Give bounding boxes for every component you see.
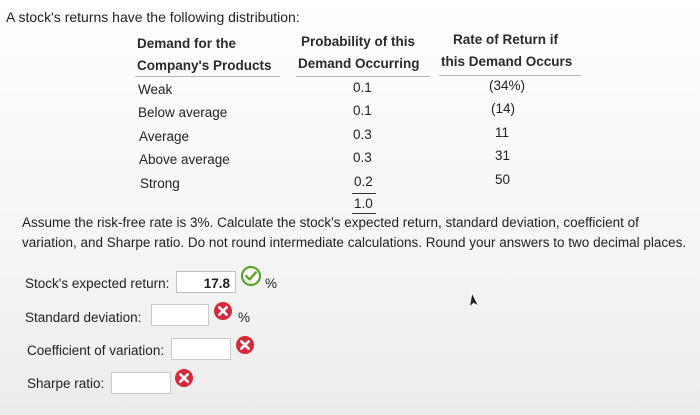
cov-input[interactable] (171, 338, 231, 360)
header-divider-probability (296, 76, 430, 77)
row-strong-demand: Strong (140, 176, 180, 191)
row-below-average-demand: Below average (138, 105, 228, 120)
row-above-average-return: 31 (495, 148, 511, 163)
expected-return-unit: % (265, 276, 278, 291)
header-return-line1: Rate of Return if (453, 32, 559, 47)
row-average-probability: 0.3 (353, 127, 372, 142)
row-strong-return: 50 (495, 172, 511, 187)
header-demand-line1: Demand for the (137, 36, 237, 51)
x-circle-icon (214, 302, 232, 320)
problem-intro: A stock's returns have the following dis… (6, 9, 300, 25)
probability-total-underline (352, 213, 376, 214)
x-circle-icon (175, 369, 193, 387)
row-above-average-probability: 0.3 (353, 150, 372, 165)
header-demand-line2: Company's Products (137, 58, 272, 73)
instructions: Assume the risk-free rate is 3%. Calcula… (22, 215, 687, 250)
header-probability-line1: Probability of this (301, 34, 416, 49)
std-dev-input[interactable] (151, 304, 209, 326)
header-divider-return (439, 75, 581, 76)
std-dev-label: Standard deviation: (25, 310, 142, 325)
row-weak-return: (34%) (489, 78, 526, 93)
probability-total: 1.0 (354, 196, 373, 211)
sharpe-input[interactable] (111, 372, 171, 394)
row-below-average-probability: 0.1 (353, 103, 372, 118)
x-circle-icon (236, 336, 254, 354)
probability-sum-line (352, 193, 376, 194)
row-average-return: 11 (495, 125, 510, 140)
row-above-average-demand: Above average (139, 152, 230, 167)
std-dev-unit: % (238, 310, 251, 325)
check-circle-icon (240, 265, 262, 287)
header-return-line2: this Demand Occurs (441, 54, 573, 69)
header-divider-demand (135, 76, 280, 77)
sharpe-label: Sharpe ratio: (27, 376, 105, 391)
row-weak-demand: Weak (138, 82, 173, 97)
row-strong-probability: 0.2 (354, 174, 373, 189)
expected-return-input[interactable] (176, 271, 236, 293)
header-probability-line2: Demand Occurring (298, 56, 420, 71)
mouse-pointer-icon (468, 292, 480, 308)
row-below-average-return: (14) (491, 101, 516, 116)
cov-label: Coefficient of variation: (27, 343, 165, 358)
row-average-demand: Average (139, 129, 190, 144)
expected-return-label: Stock's expected return: (25, 276, 170, 291)
row-weak-probability: 0.1 (353, 80, 372, 95)
